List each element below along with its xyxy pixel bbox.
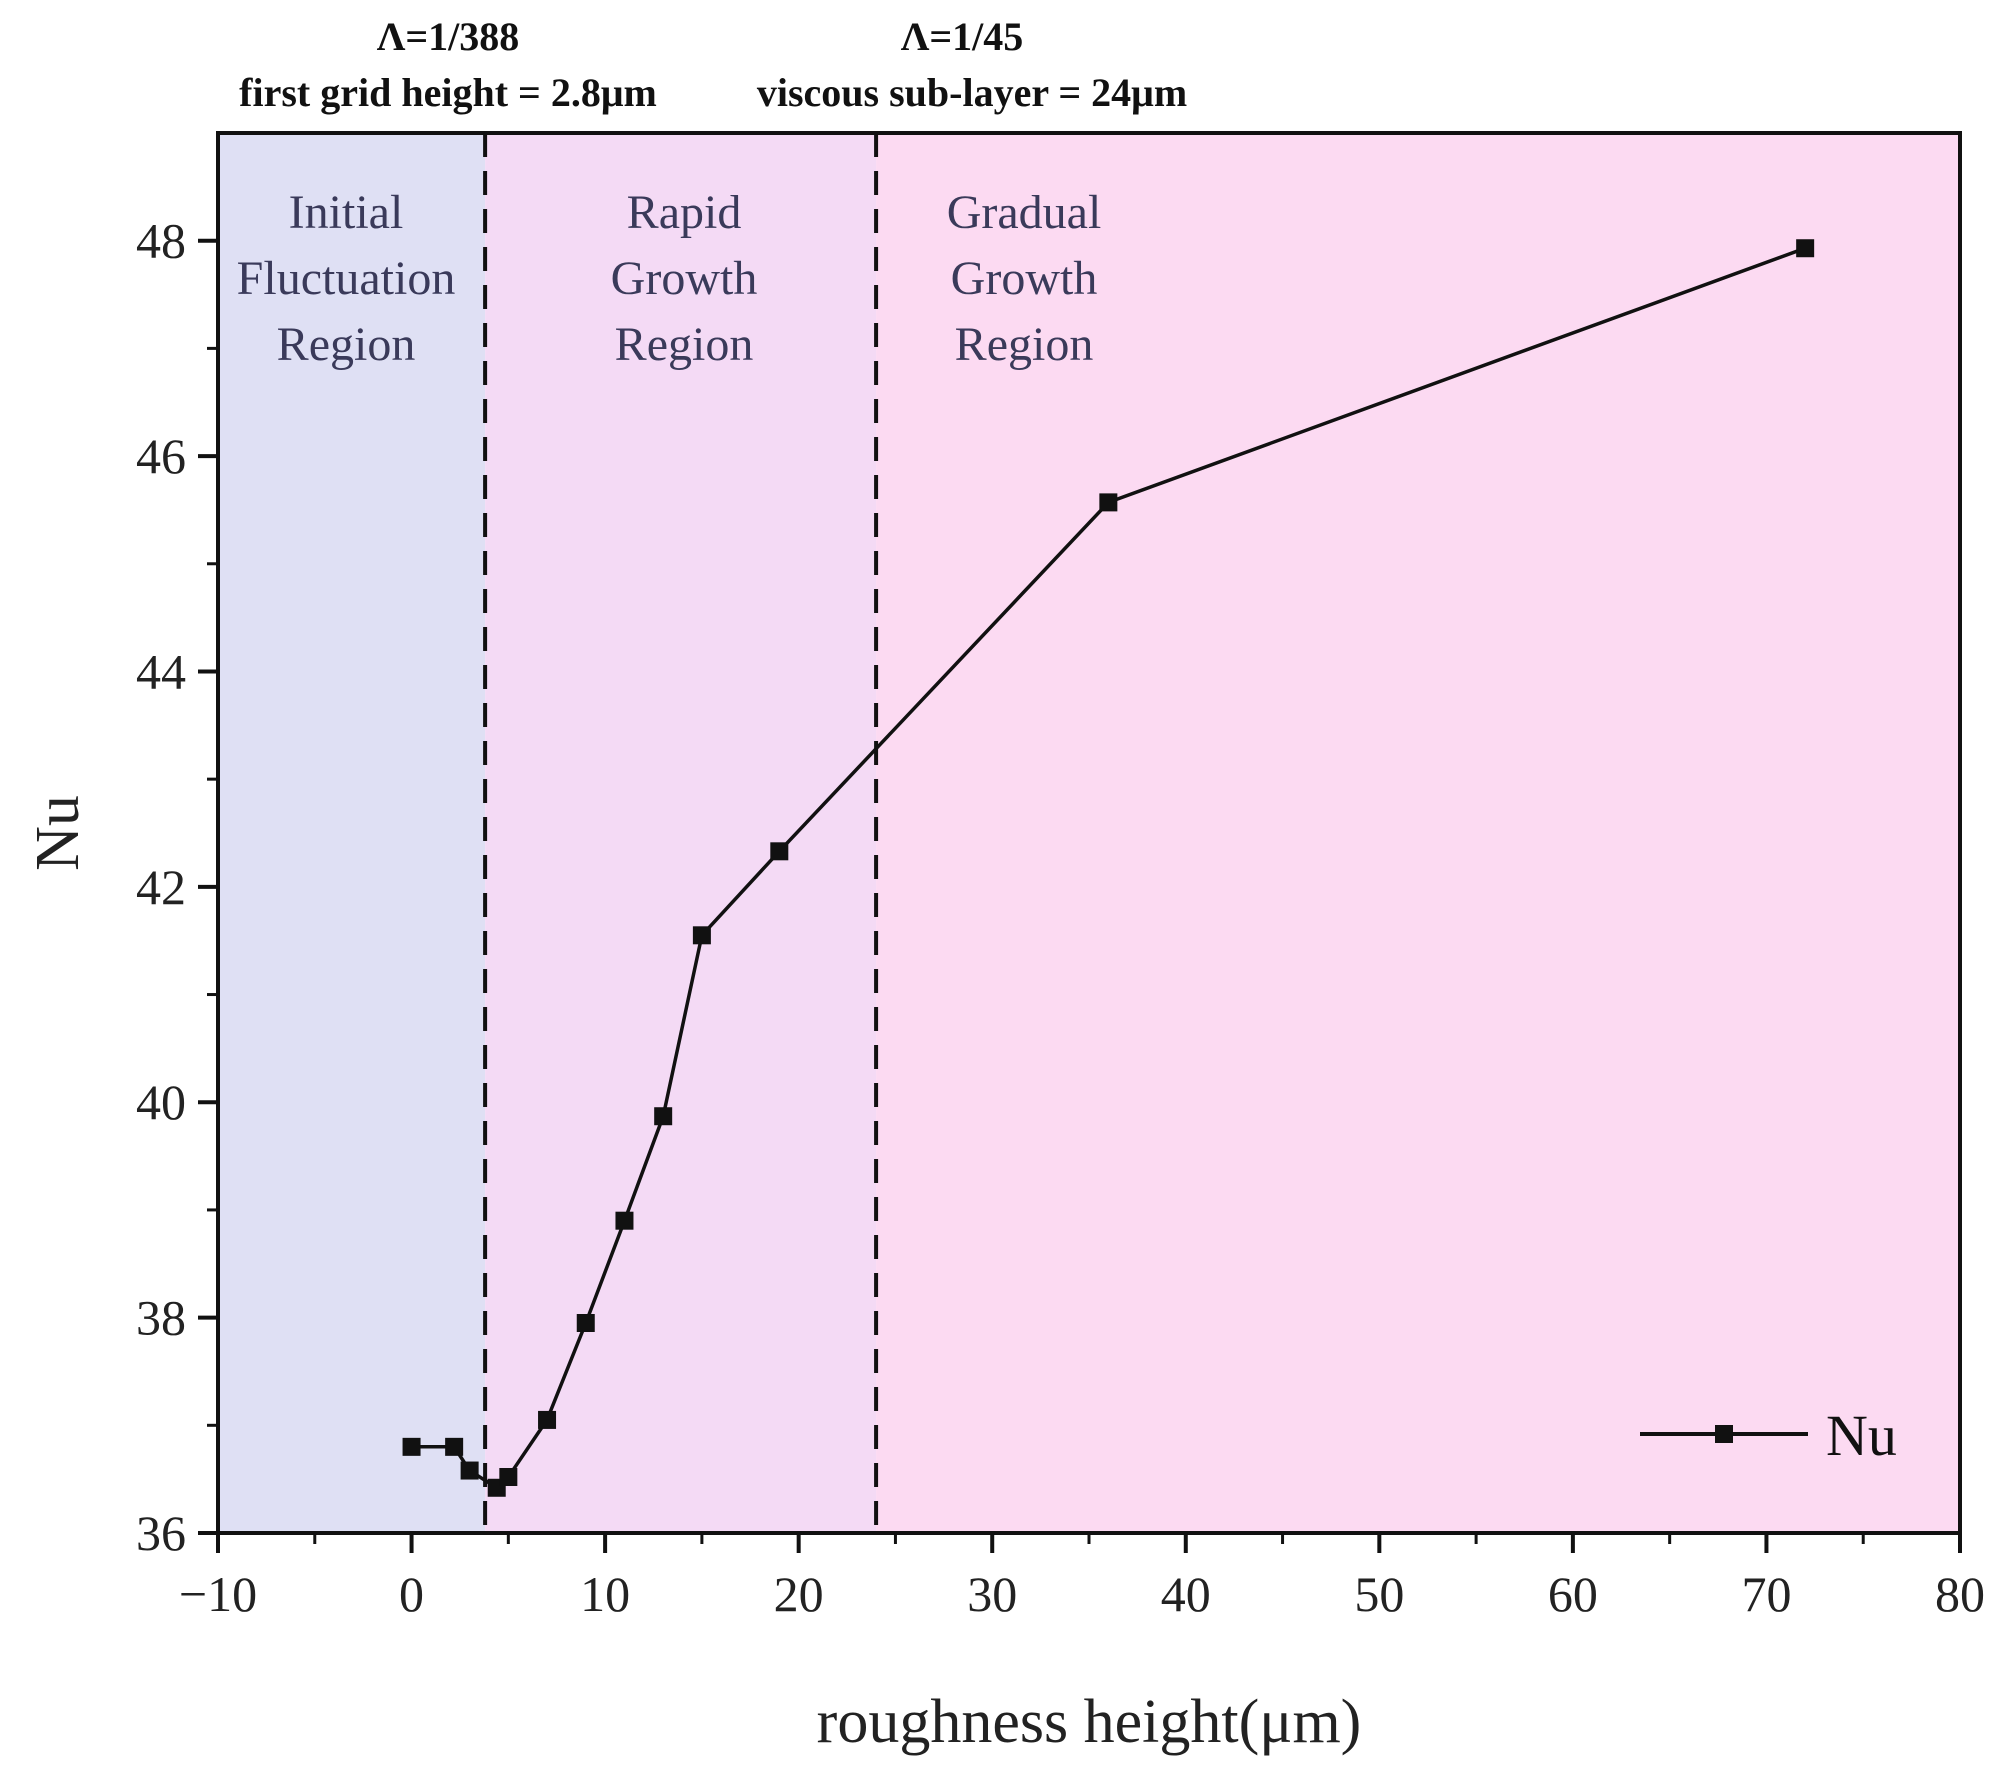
series-nu — [402, 239, 1815, 1497]
data-point-2 — [460, 1461, 479, 1480]
x-tick-label: 0 — [399, 1566, 424, 1622]
region-backgrounds — [218, 133, 1960, 1533]
region-background-0 — [218, 133, 486, 1533]
x-tick-label: 40 — [1161, 1566, 1211, 1622]
region-label-1-line-1: Growth — [611, 252, 758, 305]
x-axis-ticks: −10 0 10 20 30 40 50 60 70 80 — [179, 1533, 1985, 1622]
region-label-2-line-2: Region — [955, 318, 1094, 371]
data-point-6 — [576, 1314, 595, 1332]
region-background-2 — [876, 133, 1960, 1533]
x-tick-label: 80 — [1935, 1566, 1985, 1622]
y-axis-title: Nu — [24, 795, 92, 871]
x-tick-label: 10 — [580, 1566, 630, 1622]
region-label-0-line-0: Initial — [289, 186, 404, 239]
x-tick-label: 60 — [1548, 1566, 1598, 1622]
y-tick-label: 38 — [136, 1290, 186, 1346]
data-point-0 — [402, 1437, 421, 1456]
x-axis-title: roughness height(μm) — [817, 1688, 1362, 1756]
region-label-1-line-2: Region — [615, 318, 754, 371]
data-point-9 — [692, 926, 711, 945]
region-label-0-line-2: Region — [277, 318, 416, 371]
x-tick-label: 30 — [967, 1566, 1017, 1622]
y-tick-label: 44 — [136, 643, 186, 699]
data-point-12 — [1796, 239, 1815, 258]
annotation-first-grid-height: first grid height = 2.8μm — [239, 70, 657, 115]
x-tick-label: 70 — [1741, 1566, 1791, 1622]
legend-label: Nu — [1826, 1403, 1897, 1468]
x-tick-label: 50 — [1354, 1566, 1404, 1622]
data-point-8 — [654, 1107, 673, 1126]
data-point-10 — [770, 842, 789, 861]
region-label-2-line-0: Gradual — [947, 186, 1102, 239]
region-labels: Initial Fluctuation Region Rapid Growth Regio… — [237, 186, 1102, 371]
x-tick-label: 20 — [774, 1566, 824, 1622]
data-point-1 — [445, 1437, 464, 1456]
region-label-2-line-1: Growth — [951, 252, 1098, 305]
x-tick-label: −10 — [179, 1566, 257, 1622]
annotation-first-grid-lambda: Λ=1/388 — [377, 14, 520, 59]
region-background-1 — [485, 133, 877, 1533]
y-tick-label: 36 — [136, 1505, 186, 1561]
data-point-4 — [499, 1468, 518, 1486]
legend-marker-swatch — [1715, 1425, 1733, 1443]
data-point-11 — [1099, 493, 1118, 512]
y-tick-label: 46 — [136, 428, 186, 484]
legend: Nu — [1640, 1403, 1897, 1468]
y-tick-label: 42 — [136, 859, 186, 915]
y-tick-label: 48 — [136, 213, 186, 269]
region-label-1-line-0: Rapid — [627, 186, 742, 239]
y-axis-ticks: 36 38 40 42 44 46 48 — [136, 213, 218, 1561]
annotation-viscous-sublayer: viscous sub-layer = 24μm — [757, 70, 1187, 115]
annotation-viscous-lambda: Λ=1/45 — [901, 14, 1024, 59]
reference-lines — [483, 133, 879, 1533]
region-label-0-line-1: Fluctuation — [237, 252, 456, 305]
data-point-5 — [538, 1410, 557, 1429]
y-tick-label: 40 — [136, 1074, 186, 1130]
data-point-7 — [615, 1211, 634, 1230]
